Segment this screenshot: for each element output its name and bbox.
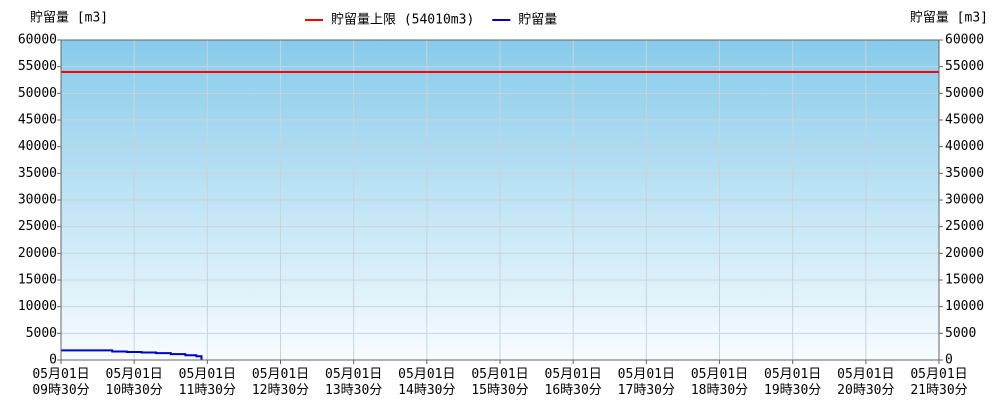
y-tick-label: 40000 — [18, 139, 57, 154]
y-tick-label: 55000 — [18, 59, 57, 74]
legend-label: 貯留量上限 (54010m3) — [331, 13, 474, 28]
y2-tick-label: 60000 — [945, 33, 984, 48]
y-tick-label: 10000 — [18, 299, 57, 314]
y-tick-label: 30000 — [18, 193, 57, 208]
y-tick-label: 5000 — [26, 326, 57, 341]
x-tick-label: 05月01日 11時30分 — [179, 367, 236, 398]
x-tick-label: 05月01日 10時30分 — [106, 367, 163, 398]
y-tick-label: 50000 — [18, 86, 57, 101]
y-tick-label: 35000 — [18, 166, 57, 181]
x-tick-label: 05月01日 21時30分 — [910, 367, 967, 398]
y-axis-title: 貯留量 [m3] — [30, 11, 108, 26]
y2-tick-label: 5000 — [945, 326, 976, 341]
y2-tick-label: 45000 — [945, 113, 984, 128]
x-tick-label: 05月01日 18時30分 — [691, 367, 748, 398]
x-tick-label: 05月01日 15時30分 — [471, 367, 528, 398]
y2-tick-label: 20000 — [945, 246, 984, 261]
x-tick-label: 05月01日 13時30分 — [325, 367, 382, 398]
y-tick-label: 15000 — [18, 273, 57, 288]
x-tick-label: 05月01日 09時30分 — [32, 367, 89, 398]
y2-tick-label: 0 — [945, 353, 953, 368]
x-tick-label: 05月01日 19時30分 — [764, 367, 821, 398]
x-tick-label: 05月01日 12時30分 — [252, 367, 309, 398]
y2-tick-label: 30000 — [945, 193, 984, 208]
y2-tick-label: 10000 — [945, 299, 984, 314]
y2-tick-label: 55000 — [945, 59, 984, 74]
x-tick-label: 05月01日 17時30分 — [618, 367, 675, 398]
y2-tick-label: 35000 — [945, 166, 984, 181]
series-line — [61, 349, 203, 360]
y-tick-label: 60000 — [18, 33, 57, 48]
y2-tick-label: 15000 — [945, 273, 984, 288]
y2-tick-label: 25000 — [945, 219, 984, 234]
y2-axis-title: 貯留量 [m3] — [910, 11, 988, 26]
x-tick-label: 05月01日 20時30分 — [837, 367, 894, 398]
y2-tick-label: 40000 — [945, 139, 984, 154]
x-tick-label: 05月01日 16時30分 — [545, 367, 602, 398]
y-tick-label: 25000 — [18, 219, 57, 234]
y-tick-label: 0 — [49, 353, 57, 368]
legend-label: 貯留量 — [518, 13, 557, 28]
y-tick-label: 45000 — [18, 113, 57, 128]
x-tick-label: 05月01日 14時30分 — [398, 367, 455, 398]
y2-tick-label: 50000 — [945, 86, 984, 101]
y-tick-label: 20000 — [18, 246, 57, 261]
